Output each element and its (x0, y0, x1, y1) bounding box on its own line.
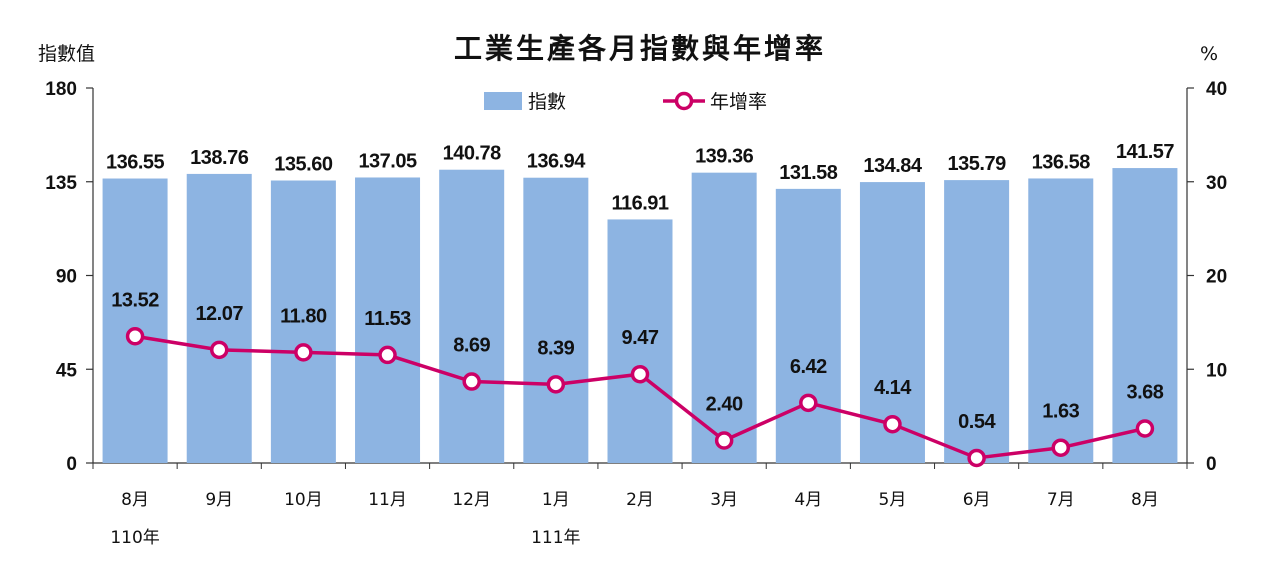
x-year-label: 111年 (531, 528, 580, 548)
legend: 指數 年增率 (484, 91, 767, 113)
left-tick-label: 180 (45, 79, 77, 100)
legend-swatch-bar (484, 92, 522, 110)
line-point (462, 372, 481, 391)
x-category-label: 9月 (205, 490, 233, 510)
right-tick-label: 10 (1206, 360, 1227, 381)
line-point (1135, 419, 1155, 438)
line-value-label: 3.68 (1126, 382, 1163, 404)
bar-value-label: 136.94 (527, 151, 587, 173)
bar (691, 172, 757, 463)
left-tick-label: 135 (45, 173, 77, 194)
x-year-label: 110年 (110, 528, 159, 548)
right-axis-label: % (1200, 43, 1218, 65)
bar-value-label: 131.58 (779, 162, 838, 184)
bar (270, 180, 336, 463)
x-category-label: 12月 (452, 490, 491, 510)
bar-value-label: 116.91 (611, 192, 668, 214)
legend-label-bar: 指數 (528, 91, 566, 113)
bar (439, 169, 505, 464)
line-value-label: 9.47 (622, 327, 659, 349)
line-point (209, 340, 229, 360)
line-point (883, 414, 902, 434)
line-point (546, 375, 566, 394)
x-category-label: 11月 (368, 490, 407, 510)
bar-value-label: 137.05 (358, 150, 417, 172)
line-value-label: 13.52 (111, 289, 159, 311)
x-category-label: 4月 (794, 490, 822, 510)
bar (186, 173, 252, 463)
bar-value-label: 135.60 (274, 154, 333, 176)
x-category-label: 1月 (542, 490, 570, 510)
bar-value-label: 136.58 (1032, 151, 1091, 173)
line-point (714, 431, 734, 450)
bar (1112, 168, 1178, 463)
line-value-label: 1.63 (1042, 401, 1079, 423)
bar-value-label: 140.78 (443, 143, 502, 165)
x-category-label: 8月 (1131, 490, 1159, 510)
legend-swatch-marker (674, 91, 694, 111)
left-tick-label: 0 (66, 454, 77, 475)
bar (355, 177, 421, 463)
line-value-label: 6.42 (790, 356, 827, 378)
line-value-label: 4.14 (874, 377, 912, 399)
x-axis-labels: 8月 9月 10月 11月 12月 1月 2月 3月 4月 5月 6月 7月 8月 110年 111年 (110, 490, 1158, 548)
data-labels: 136.55 138.76 135.60 137.05 140.78 136.94 116.… (106, 141, 1175, 433)
line-point (967, 448, 986, 468)
bar (944, 180, 1010, 463)
bar (102, 178, 168, 464)
bar-value-label: 136.55 (106, 152, 165, 174)
left-tick-label: 90 (56, 267, 77, 288)
x-category-label: 5月 (879, 490, 907, 510)
bar-value-label: 138.76 (190, 147, 249, 169)
x-category-label: 10月 (284, 490, 323, 510)
bar (523, 177, 589, 464)
x-category-label: 2月 (626, 490, 654, 510)
line-value-label: 8.69 (453, 335, 490, 357)
line-value-label: 0.54 (958, 411, 996, 433)
line-value-label: 8.39 (537, 337, 574, 359)
x-category-label: 6月 (963, 490, 991, 510)
left-tick-label: 45 (56, 360, 78, 381)
left-axis-label: 指數值 (38, 43, 95, 65)
right-tick-label: 30 (1206, 173, 1227, 194)
line-point (378, 345, 397, 365)
x-category-label: 8月 (121, 490, 149, 510)
right-tick-label: 40 (1206, 79, 1227, 100)
x-category-label: 7月 (1047, 490, 1075, 510)
bar-series (102, 168, 1178, 464)
line-series (125, 327, 1155, 468)
line-value-label: 11.80 (280, 305, 327, 327)
line-value-label: 2.40 (706, 394, 743, 416)
line-point (799, 393, 818, 413)
line-point (1051, 438, 1071, 457)
line-value-label: 12.07 (195, 303, 243, 325)
bar (1028, 178, 1094, 464)
bar-value-label: 134.84 (863, 155, 923, 177)
right-tick-label: 0 (1206, 454, 1217, 475)
x-category-label: 3月 (710, 490, 738, 510)
bar (607, 219, 673, 463)
right-tick-label: 20 (1206, 267, 1227, 288)
line-point (630, 364, 650, 384)
line-point (125, 327, 145, 346)
bar-value-label: 139.36 (695, 146, 754, 168)
line-value-label: 11.53 (364, 308, 411, 330)
legend-label-line: 年增率 (710, 91, 767, 113)
chart-title: 工業生產各月指數與年增率 (454, 32, 826, 65)
bar (775, 188, 841, 463)
bar-value-label: 135.79 (948, 153, 1007, 175)
bar-value-label: 141.57 (1116, 141, 1175, 163)
line-point (294, 343, 313, 362)
